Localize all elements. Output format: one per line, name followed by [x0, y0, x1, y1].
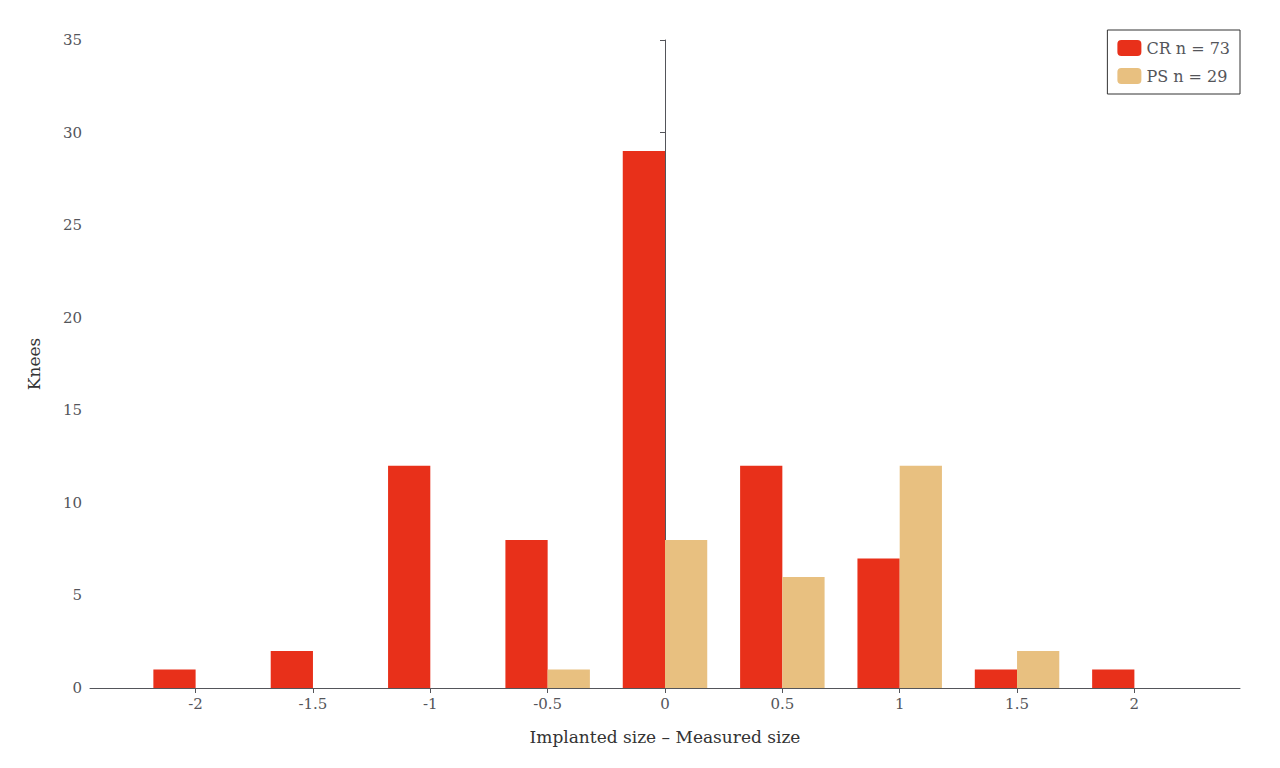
svg-text:5: 5 [72, 586, 82, 604]
svg-text:10: 10 [63, 494, 82, 512]
svg-text:25: 25 [63, 216, 82, 234]
svg-text:20: 20 [63, 309, 82, 327]
svg-text:-2: -2 [188, 695, 203, 713]
svg-text:0: 0 [72, 679, 82, 697]
svg-text:Knees: Knees [24, 338, 44, 391]
svg-text:35: 35 [63, 31, 82, 49]
svg-text:-0.5: -0.5 [533, 695, 562, 713]
svg-text:1: 1 [895, 695, 905, 713]
svg-text:0.5: 0.5 [770, 695, 794, 713]
svg-text:-1.5: -1.5 [298, 695, 327, 713]
svg-text:30: 30 [63, 124, 82, 142]
svg-text:-1: -1 [423, 695, 438, 713]
svg-text:2: 2 [1130, 695, 1140, 713]
svg-text:Implanted size – Measured size: Implanted size – Measured size [530, 727, 801, 747]
svg-text:15: 15 [63, 401, 82, 419]
svg-text:PS n = 29: PS n = 29 [1146, 67, 1227, 86]
svg-text:0: 0 [660, 695, 670, 713]
svg-text:CR n = 73: CR n = 73 [1146, 39, 1230, 58]
svg-text:1.5: 1.5 [1005, 695, 1029, 713]
